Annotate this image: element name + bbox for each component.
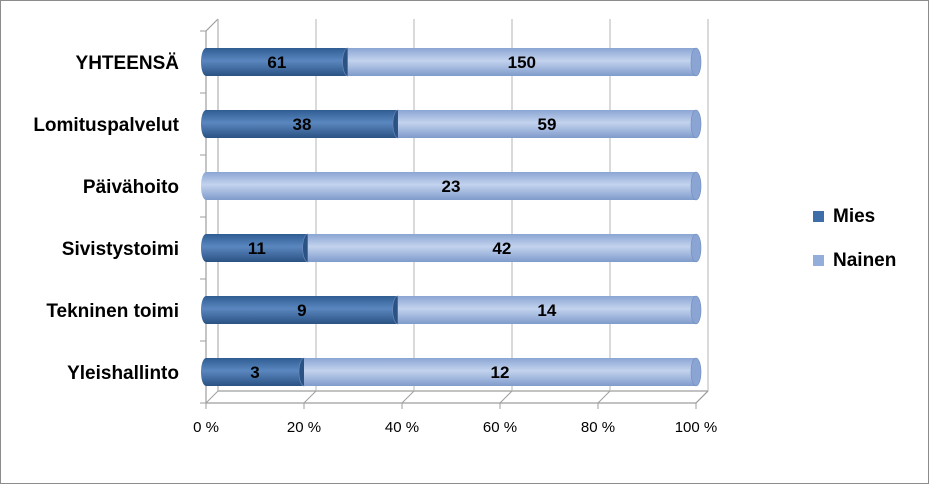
bar-segment-mies bbox=[206, 296, 398, 324]
bar-cap-left bbox=[201, 358, 211, 386]
legend-label: Mies bbox=[833, 206, 875, 227]
x-tick-label: 0 % bbox=[193, 419, 219, 436]
bar-segment-mies bbox=[206, 48, 348, 76]
x-tick-label: 80 % bbox=[581, 419, 615, 436]
category-label: Yleishallinto bbox=[67, 363, 179, 384]
data-label: 150 bbox=[508, 53, 536, 72]
floor-grid-diagonal bbox=[499, 390, 513, 404]
data-label: 59 bbox=[538, 115, 557, 134]
category-label: YHTEENSÄ bbox=[76, 53, 180, 74]
bar-cap-right bbox=[690, 171, 702, 201]
floor-grid-diagonal bbox=[303, 390, 317, 404]
floor-grid-diagonal bbox=[695, 390, 709, 404]
category-label: Päivähoito bbox=[83, 177, 179, 198]
category-label: Sivistystoimi bbox=[62, 239, 179, 260]
bar-cap-left bbox=[201, 110, 211, 138]
legend-label: Nainen bbox=[833, 250, 896, 271]
bar-cap-right bbox=[690, 109, 702, 139]
legend-swatch-nainen bbox=[813, 255, 824, 266]
bar-segment-nainen bbox=[347, 48, 696, 76]
floor-grid-diagonal bbox=[205, 390, 219, 404]
bar-segment-nainen bbox=[304, 358, 696, 386]
bar-cap-right bbox=[690, 47, 702, 77]
bar-cap-left bbox=[201, 172, 211, 200]
data-label: 3 bbox=[250, 363, 259, 382]
bar-segment-mies bbox=[206, 110, 398, 138]
data-label: 12 bbox=[491, 363, 510, 382]
data-label: 42 bbox=[492, 239, 511, 258]
data-label: 11 bbox=[248, 239, 266, 258]
data-label: 14 bbox=[537, 301, 556, 320]
x-tick-label: 20 % bbox=[287, 419, 321, 436]
x-tick-label: 60 % bbox=[483, 419, 517, 436]
data-label: 61 bbox=[267, 53, 286, 72]
bar-segment-nainen bbox=[397, 296, 696, 324]
floor-grid-diagonal bbox=[597, 390, 611, 404]
bar-cap-left bbox=[201, 48, 211, 76]
data-label: 23 bbox=[442, 177, 461, 196]
bar-segment-nainen bbox=[206, 172, 696, 200]
bar-cap-left bbox=[201, 234, 211, 262]
bar-cap-left bbox=[201, 296, 211, 324]
bar-cap-right bbox=[690, 295, 702, 325]
floor-grid-diagonal bbox=[401, 390, 415, 404]
category-label: Lomituspalvelut bbox=[33, 115, 179, 136]
axis-top-edge bbox=[205, 18, 219, 32]
x-tick-label: 40 % bbox=[385, 419, 419, 436]
bar-segment-mies bbox=[206, 234, 308, 262]
x-tick-label: 100 % bbox=[675, 419, 718, 436]
category-label: Tekninen toimi bbox=[46, 301, 179, 322]
legend-swatch-mies bbox=[813, 211, 824, 222]
bar-segment-mies bbox=[206, 358, 304, 386]
bar-cap-right bbox=[690, 357, 702, 387]
bar-cap-right bbox=[690, 233, 702, 263]
bar-segment-nainen bbox=[307, 234, 696, 262]
data-label: 9 bbox=[297, 301, 306, 320]
bar-segment-nainen bbox=[397, 110, 696, 138]
data-label: 38 bbox=[293, 115, 312, 134]
